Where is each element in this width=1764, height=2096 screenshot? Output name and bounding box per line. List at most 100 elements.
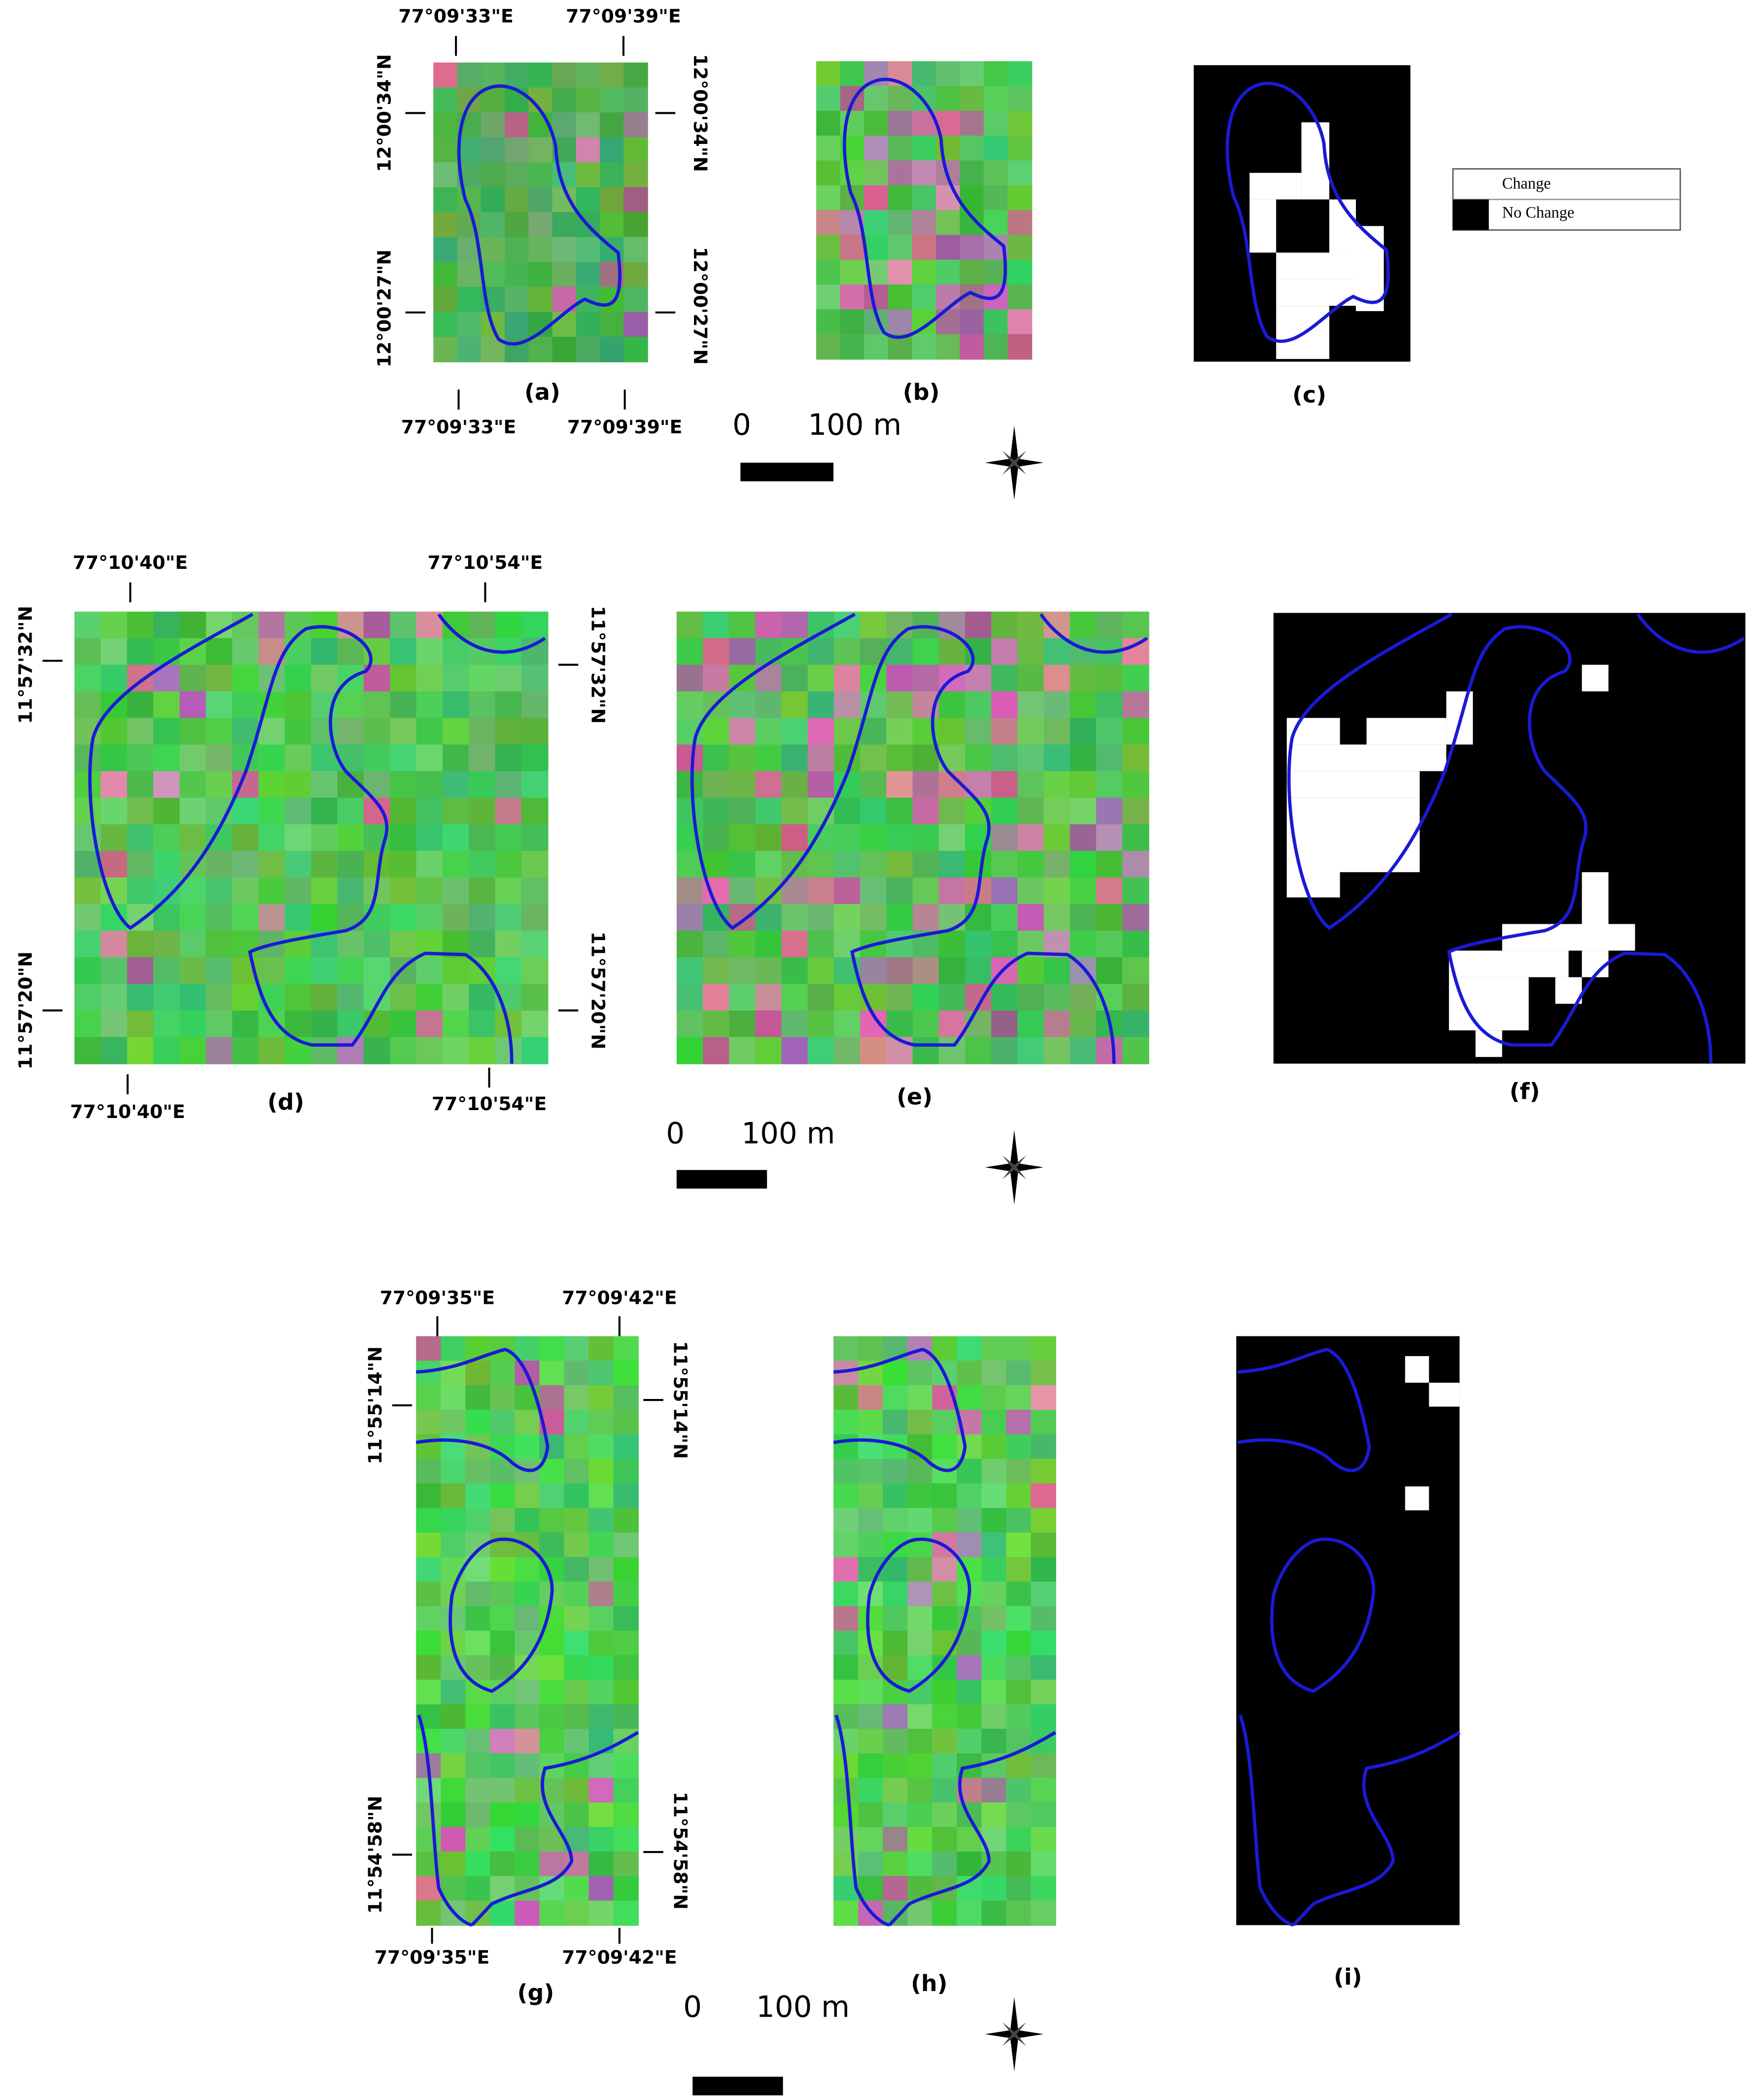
image-pixel [833, 1010, 861, 1038]
image-pixel [833, 824, 861, 852]
image-pixel [284, 851, 312, 878]
image-pixel [1006, 1459, 1032, 1484]
image-pixel [981, 1802, 1007, 1828]
image-pixel [1043, 691, 1071, 719]
image-pixel [888, 259, 913, 285]
image-pixel [552, 162, 577, 188]
image-pixel [1122, 798, 1149, 825]
image-pixel [539, 1361, 565, 1386]
image-pixel [1031, 1679, 1056, 1705]
image-pixel [504, 112, 529, 138]
image-pixel [490, 1483, 516, 1509]
image-pixel [1070, 851, 1097, 878]
image-pixel [1017, 877, 1044, 905]
image-pixel [960, 136, 985, 161]
image-pixel [907, 1851, 933, 1877]
image-pixel [552, 237, 577, 263]
image-pixel [433, 312, 458, 338]
image-pixel [1122, 930, 1149, 958]
image-pixel [888, 235, 913, 261]
image-pixel [833, 1900, 859, 1926]
image-pixel [588, 1827, 614, 1852]
image-pixel [206, 691, 233, 719]
image-pixel [883, 1778, 908, 1803]
legend-label: Change [1502, 174, 1551, 192]
image-pixel [1096, 957, 1123, 985]
image-pixel [232, 691, 259, 719]
image-pixel [576, 62, 601, 88]
image-pixel [232, 638, 259, 665]
image-pixel [781, 664, 809, 692]
image-pixel [232, 983, 259, 1012]
image-pixel [912, 61, 937, 87]
image-pixel [1017, 983, 1044, 1012]
image-pixel [465, 1876, 491, 1901]
image-pixel [153, 611, 180, 639]
image-pixel [515, 1802, 540, 1828]
image-pixel [858, 1827, 884, 1852]
image-pixel [465, 1385, 491, 1411]
image-pixel [1006, 1606, 1032, 1632]
image-pixel [588, 1753, 614, 1779]
image-pixel [416, 1532, 442, 1558]
image-pixel [932, 1434, 958, 1460]
image-pixel [390, 930, 417, 958]
panel-label: (e) [897, 1083, 933, 1110]
image-pixel [781, 744, 809, 772]
image-pixel [1017, 744, 1044, 772]
image-pixel [552, 312, 577, 338]
image-pixel [539, 1483, 565, 1509]
image-pixel [981, 1483, 1007, 1509]
image-pixel [886, 691, 913, 719]
image-pixel [337, 983, 365, 1012]
image-pixel [991, 904, 1018, 932]
image-pixel [284, 930, 312, 958]
image-pixel [755, 1037, 782, 1065]
image-pixel [912, 235, 937, 261]
image-pixel [886, 718, 913, 745]
image-pixel [74, 664, 102, 692]
panel-label: (f) [1510, 1078, 1540, 1105]
image-pixel [490, 1753, 516, 1779]
image-pixel [981, 1704, 1007, 1730]
image-pixel [1006, 1753, 1032, 1779]
image-pixel [807, 904, 835, 932]
image-pixel [127, 983, 154, 1012]
image-pixel [206, 771, 233, 799]
image-pixel [1070, 877, 1097, 905]
image-pixel [1007, 160, 1033, 186]
image-pixel [860, 824, 887, 852]
image-pixel [858, 1729, 884, 1754]
image-pixel [912, 136, 937, 161]
image-pixel [284, 877, 312, 905]
lat-label: 12°00'27"N [690, 247, 711, 365]
image-pixel [676, 638, 704, 665]
image-pixel [179, 1010, 207, 1038]
image-pixel [729, 877, 756, 905]
image-pixel [588, 1508, 614, 1534]
image-pixel [991, 877, 1018, 905]
image-pixel [912, 877, 940, 905]
image-pixel [840, 259, 865, 285]
image-pixel [676, 611, 704, 639]
image-pixel [932, 1778, 958, 1803]
image-pixel [481, 162, 506, 188]
image-pixel [416, 1581, 442, 1607]
image-pixel [469, 691, 496, 719]
image-pixel [416, 1483, 442, 1509]
image-pixel [433, 337, 458, 362]
image-pixel [127, 611, 154, 639]
image-pixel [858, 1459, 884, 1484]
image-pixel [390, 877, 417, 905]
image-pixel [1006, 1876, 1032, 1901]
image-pixel [101, 957, 128, 985]
image-pixel [465, 1778, 491, 1803]
image-pixel [232, 877, 259, 905]
image-pixel [521, 824, 549, 852]
image-pixel [623, 286, 648, 313]
image-pixel [539, 1532, 565, 1558]
image-pixel [938, 691, 966, 719]
panel-label: (a) [524, 379, 560, 405]
lat-label: 11°57'20"N [587, 932, 609, 1049]
image-pixel [816, 136, 841, 161]
